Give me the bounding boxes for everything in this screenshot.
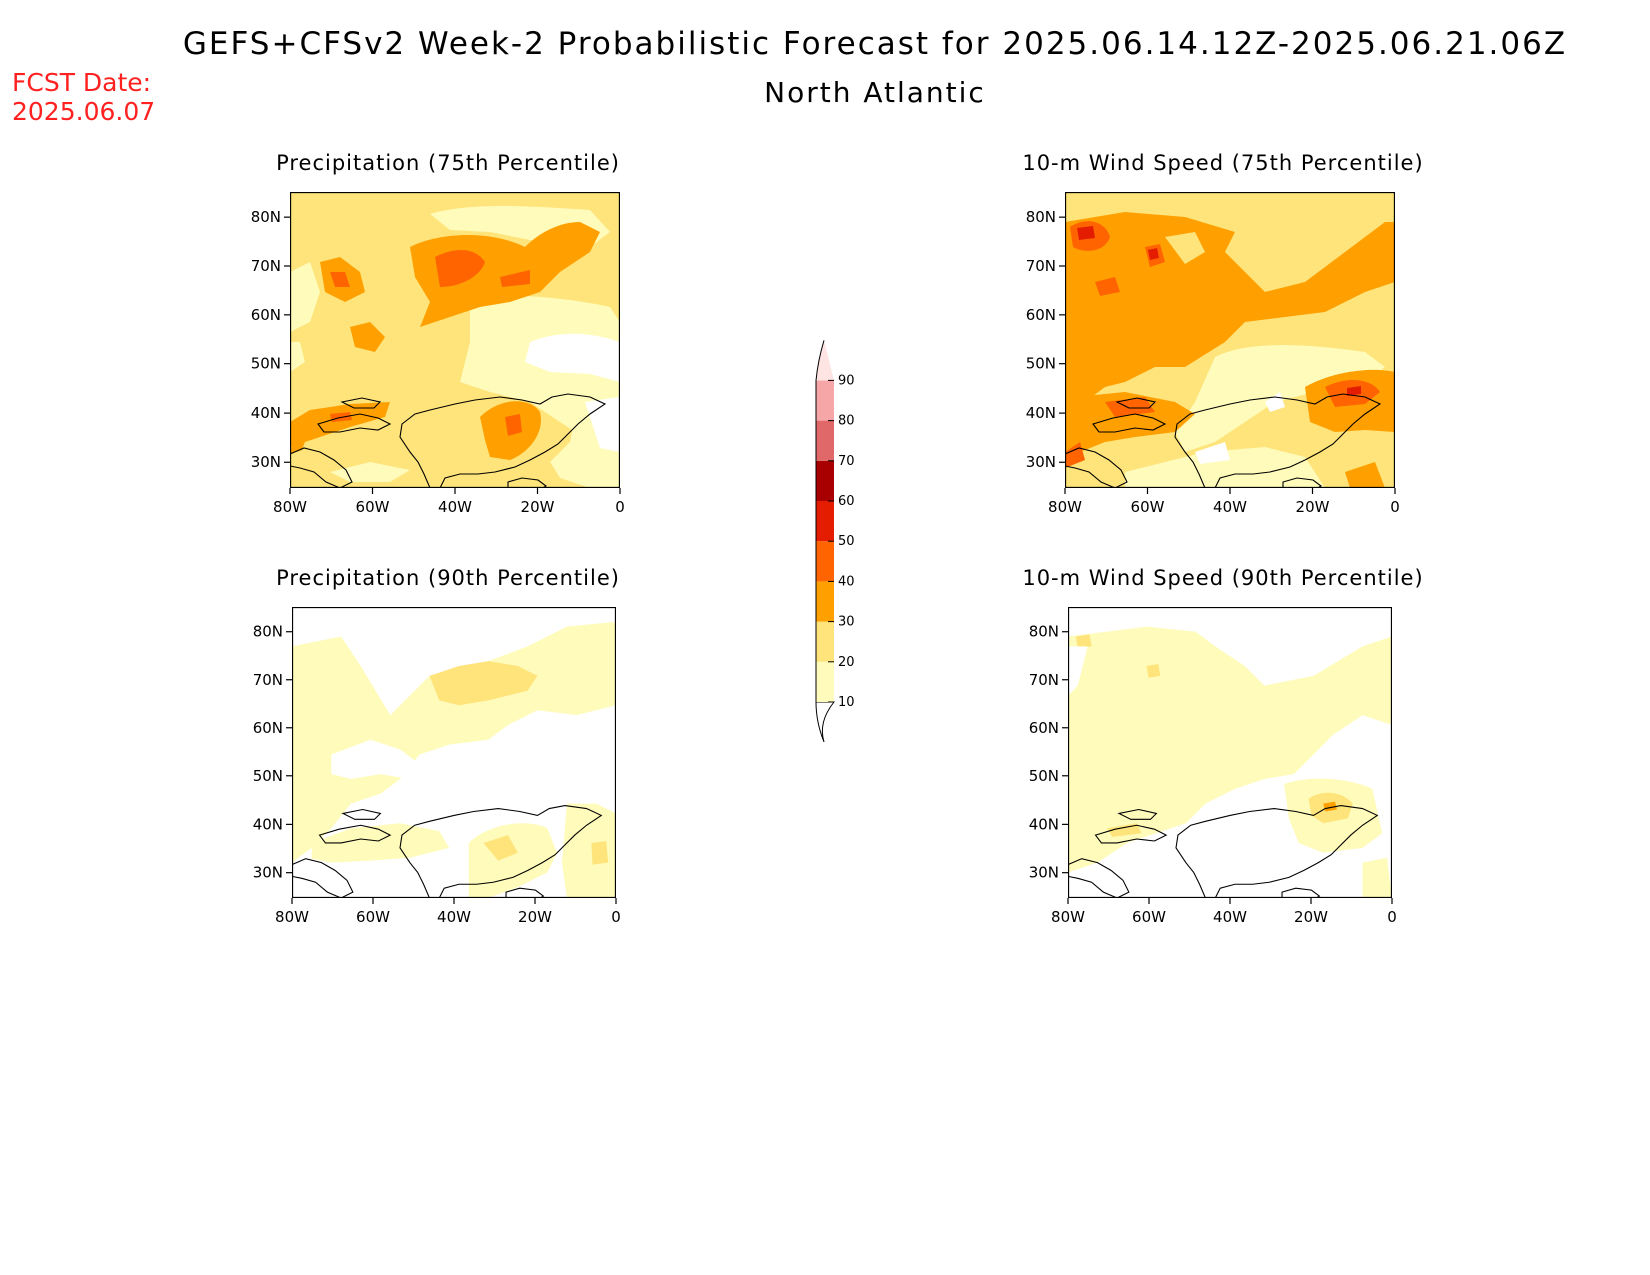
colorbar-swatch: [816, 541, 834, 582]
panel-precip-90: Precipitation (90th Percentile): [276, 566, 620, 898]
lon-tick-label: 20W: [1296, 498, 1330, 516]
lon-tick-label: 80W: [275, 908, 309, 926]
lon-tick-label: 0: [1390, 498, 1400, 516]
lon-tick-label: 0: [1387, 908, 1397, 926]
colorbar-swatch: [816, 661, 834, 702]
lon-tick-label: 40W: [437, 908, 471, 926]
lat-tick-label: 50N: [1029, 767, 1059, 785]
map-wind-75: [1065, 192, 1395, 488]
colorbar-label: 90: [838, 373, 855, 388]
panel-title-precip-75: Precipitation (75th Percentile): [276, 151, 620, 175]
panel-title-wind-90: 10-m Wind Speed (90th Percentile): [1022, 566, 1423, 590]
lat-tick-label: 40N: [251, 404, 281, 422]
panel-wind-90: 10-m Wind Speed (90th Percentile): [1022, 566, 1423, 898]
lat-tick-label: 70N: [251, 257, 281, 275]
panel-wind-75: 10-m Wind Speed (75th Percentile): [1022, 151, 1423, 488]
lon-tick-label: 60W: [356, 908, 390, 926]
colorbar-label: 80: [838, 414, 855, 429]
lon-tick-label: 0: [611, 908, 621, 926]
colorbar-label: 20: [838, 655, 855, 670]
colorbar-label: 70: [838, 454, 855, 469]
colorbar-upper-edge: [815, 340, 825, 381]
colorbar-label: 40: [838, 574, 855, 589]
lat-tick-label: 30N: [1029, 864, 1059, 882]
lat-tick-label: 60N: [251, 306, 281, 324]
lon-tick-label: 60W: [1132, 908, 1166, 926]
lat-tick-label: 30N: [1026, 453, 1056, 471]
lat-tick-label: 80N: [251, 208, 281, 226]
map-wind-90: [1068, 607, 1392, 898]
lon-tick-label: 60W: [1131, 498, 1165, 516]
colorbar-lower-tip: [815, 701, 836, 743]
lat-tick-label: 30N: [253, 864, 283, 882]
lon-tick-label: 40W: [438, 498, 472, 516]
forecast-date-value: 2025.06.07: [12, 97, 156, 126]
lat-tick-label: 80N: [1029, 623, 1059, 641]
lat-tick-label: 60N: [1029, 719, 1059, 737]
lon-tick-label: 20W: [1294, 908, 1328, 926]
colorbar-upper-tip: [816, 340, 834, 381]
panel-title-wind-75: 10-m Wind Speed (75th Percentile): [1022, 151, 1423, 175]
lon-tick-label: 20W: [521, 498, 555, 516]
axis-ticks: 80N 70N 60N 50N 40N 30N 80W 60W 40W 20W 0 80N 70N 60N…: [251, 208, 1400, 926]
main-title: GEFS+CFSv2 Week-2 Probabilistic Forecast…: [182, 26, 1568, 62]
lat-tick-label: 50N: [251, 355, 281, 373]
lon-tick-label: 40W: [1213, 908, 1247, 926]
lon-tick-label: 0: [615, 498, 625, 516]
map-precip-90: [292, 607, 616, 898]
lat-tick-label: 60N: [253, 719, 283, 737]
panel-precip-75: Precipitation (75th Percentile): [276, 151, 620, 488]
lat-tick-label: 70N: [1026, 257, 1056, 275]
colorbar-swatch: [816, 501, 834, 542]
colorbar-label: 10: [838, 695, 855, 710]
forecast-date-label: FCST Date:: [12, 68, 152, 97]
lat-tick-label: 40N: [253, 815, 283, 833]
colorbar-label: 30: [838, 615, 855, 630]
panel-title-precip-90: Precipitation (90th Percentile): [276, 566, 620, 590]
lat-tick-label: 80N: [1026, 208, 1056, 226]
lon-tick-label: 60W: [356, 498, 390, 516]
map-precip-75: [290, 192, 620, 488]
forecast-date-block: FCST Date: 2025.06.07: [12, 68, 155, 126]
colorbar-swatch: [816, 380, 834, 421]
colorbar-swatch: [816, 581, 834, 622]
colorbar-label: 60: [838, 494, 855, 509]
lat-tick-label: 70N: [1029, 671, 1059, 689]
colorbar-swatch: [816, 460, 834, 501]
lon-tick-label: 80W: [1051, 908, 1085, 926]
lon-tick-label: 80W: [273, 498, 307, 516]
colorbar-swatch: [816, 420, 834, 461]
region-title: North Atlantic: [764, 76, 986, 109]
lat-tick-label: 30N: [251, 453, 281, 471]
lat-tick-label: 80N: [253, 623, 283, 641]
colorbar-swatch: [816, 621, 834, 662]
lon-tick-label: 80W: [1048, 498, 1082, 516]
lat-tick-label: 50N: [1026, 355, 1056, 373]
lat-tick-label: 50N: [253, 767, 283, 785]
lat-tick-label: 60N: [1026, 306, 1056, 324]
colorbar-label: 50: [838, 534, 855, 549]
lat-tick-label: 40N: [1026, 404, 1056, 422]
lon-tick-label: 40W: [1213, 498, 1247, 516]
lat-tick-label: 40N: [1029, 815, 1059, 833]
lon-tick-label: 20W: [518, 908, 552, 926]
colorbar: 10 20 30 40 50 60 70 80 90: [815, 340, 855, 743]
lat-tick-label: 70N: [253, 671, 283, 689]
